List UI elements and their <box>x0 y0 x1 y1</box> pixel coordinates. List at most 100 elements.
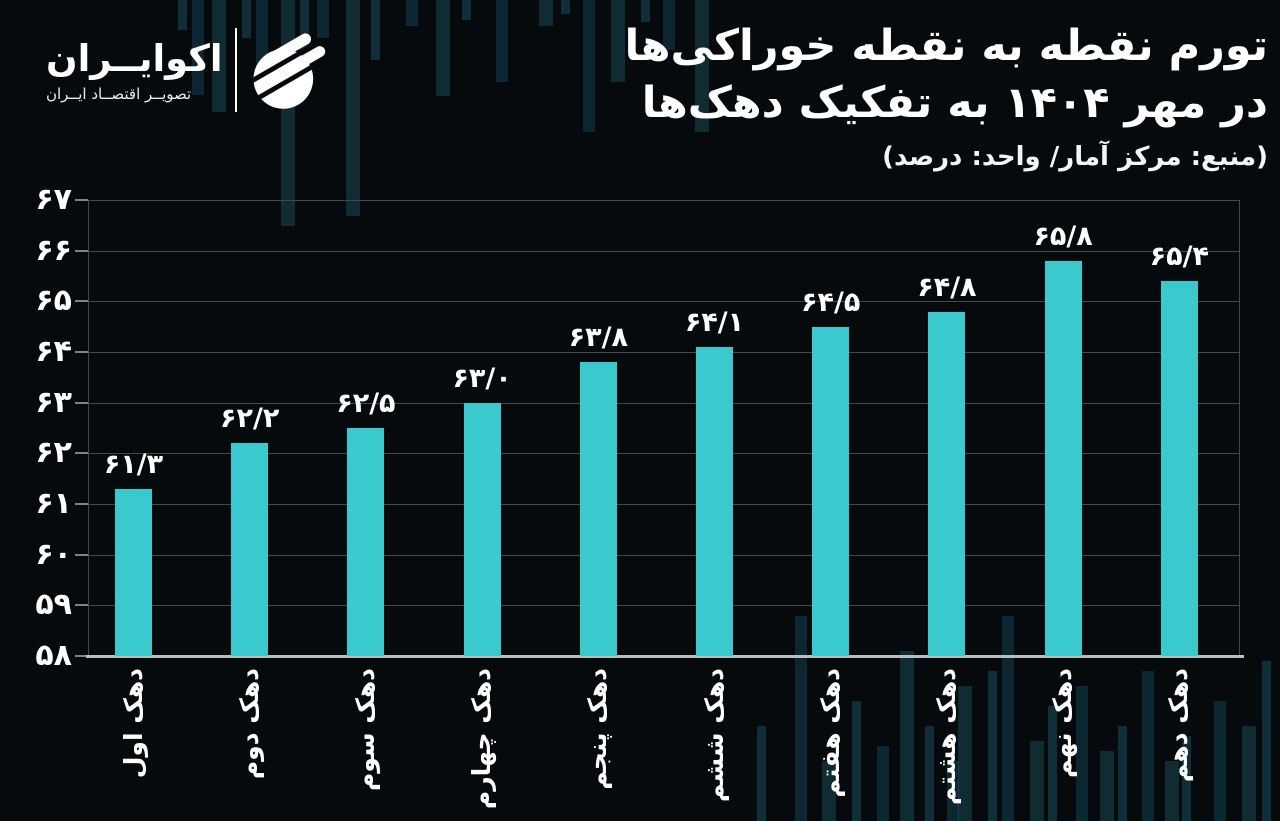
gridline <box>89 250 1239 252</box>
brand-tagline: تصویــر اقتصــاد ایــران <box>46 85 192 103</box>
background-deco-bar <box>663 0 675 50</box>
x-tick-label: دهک پنجم <box>583 668 613 790</box>
x-tick-label: دهک نهم <box>1048 668 1078 778</box>
bar <box>231 443 269 656</box>
background-deco-bar <box>1142 671 1154 821</box>
background-deco-bar <box>877 746 889 821</box>
bar <box>579 362 617 656</box>
bar-value-label: ۶۵/۴ <box>1149 241 1209 273</box>
gridline <box>89 605 1239 607</box>
background-deco-bar <box>958 686 972 821</box>
background-deco-bar <box>317 0 329 38</box>
gridline <box>89 554 1239 556</box>
y-axis-tick <box>75 199 88 201</box>
background-deco-bar <box>900 651 914 821</box>
y-axis-tick <box>75 300 88 303</box>
bar <box>347 428 385 656</box>
bar-value-label: ۶۱/۳ <box>103 448 164 480</box>
bar-value-label: ۶۴/۸ <box>917 271 977 303</box>
background-deco-bar <box>1214 701 1226 821</box>
chart-title-line1: تورم نقطه به نقطه خوراکی‌ها <box>624 21 1268 71</box>
background-deco-bar <box>1262 661 1271 821</box>
ecoiran-globe-icon <box>248 33 325 109</box>
background-deco-bar <box>539 0 553 26</box>
gridline <box>89 453 1239 455</box>
x-tick-label: دهک سوم <box>350 668 380 792</box>
background-deco-bar <box>1002 616 1014 821</box>
bar <box>928 311 966 656</box>
background-deco-bar <box>757 726 766 821</box>
x-tick-label: دهک دهم <box>1164 668 1194 783</box>
background-deco-bar <box>406 0 418 26</box>
background-deco-bar <box>925 726 934 821</box>
y-axis-tick <box>75 452 88 455</box>
x-tick-label: دهک هشتم <box>931 668 961 806</box>
background-deco-bar <box>1100 751 1114 821</box>
brand-name: اکوایــران <box>46 37 223 80</box>
background-deco-bar <box>1048 706 1057 821</box>
x-axis-line <box>86 654 1244 658</box>
y-tick-label: ۶۲ <box>35 435 72 471</box>
bar-value-label: ۶۲/۲ <box>220 403 280 435</box>
bar-value-label: ۶۴/۵ <box>801 286 861 318</box>
x-tick-label: دهک چهارم <box>467 668 497 810</box>
y-tick-label: ۵۸ <box>35 638 72 673</box>
background-deco-bar <box>947 761 959 821</box>
background-deco-bar <box>795 616 807 821</box>
bar-value-label: ۶۴/۱ <box>684 306 745 338</box>
background-deco-bar <box>496 0 508 82</box>
y-axis-tick <box>75 401 88 404</box>
background-deco-bar <box>1242 726 1256 821</box>
y-tick-label: ۶۶ <box>35 232 72 268</box>
y-axis-tick <box>75 604 88 607</box>
background-deco-bar <box>988 671 997 821</box>
bar <box>696 346 733 656</box>
y-tick-label: ۶۳ <box>35 384 72 420</box>
brand-block: اکوایــران تصویــر اقتصــاد ایــران <box>46 26 337 114</box>
bar <box>1044 260 1082 656</box>
background-deco-bar <box>852 701 861 821</box>
y-tick-label: ۵۹ <box>35 587 72 623</box>
bar <box>812 326 850 656</box>
bar <box>115 488 152 656</box>
y-tick-label: ۶۱ <box>35 486 72 521</box>
bar <box>1160 281 1198 656</box>
background-deco-bar <box>695 0 709 132</box>
background-deco-bar <box>1076 686 1088 821</box>
bar-value-label: ۶۲/۵ <box>336 388 396 419</box>
background-deco-bar <box>1165 761 1179 821</box>
plot-frame <box>88 200 1240 656</box>
background-deco-bar <box>178 0 187 30</box>
y-tick-label: ۶۴ <box>35 334 72 369</box>
background-deco-bar <box>1182 736 1191 821</box>
y-axis-tick <box>75 249 88 252</box>
chart-header: تورم نقطه به نقطه خوراکی‌ها در مهر ۱۴۰۴ … <box>624 18 1268 172</box>
gridline <box>89 352 1239 353</box>
y-tick-label: ۶۰ <box>35 536 72 572</box>
background-deco-bar <box>242 0 251 38</box>
gridline <box>89 301 1239 303</box>
y-axis-tick <box>75 655 88 657</box>
x-tick-label: دهک ششم <box>699 668 729 803</box>
background-deco-bar <box>371 0 380 60</box>
background-deco-bar <box>822 761 836 821</box>
chart-source-unit: (منبع: مرکز آمار/ واحد: درصد) <box>882 142 1268 172</box>
y-axis-tick <box>75 553 88 556</box>
gridline <box>89 402 1239 404</box>
bar-value-label: ۶۳/۸ <box>568 322 628 354</box>
y-tick-label: ۶۵ <box>35 283 72 319</box>
brand-separator <box>234 28 237 112</box>
brand-text: اکوایــران تصویــر اقتصــاد ایــران <box>46 37 223 103</box>
background-deco-bar <box>436 0 450 96</box>
background-deco-bar <box>212 0 226 112</box>
background-deco-bar <box>1030 741 1044 821</box>
background-deco-bar <box>1118 726 1127 821</box>
background-deco-bar <box>611 0 625 82</box>
y-axis-tick <box>75 351 88 353</box>
y-axis-tick <box>75 503 88 505</box>
x-tick-label: دهک هفتم <box>815 668 845 798</box>
x-tick-label: دهک اول <box>118 668 148 779</box>
background-deco-bar <box>561 0 570 14</box>
y-tick-label: ۶۷ <box>35 182 72 217</box>
